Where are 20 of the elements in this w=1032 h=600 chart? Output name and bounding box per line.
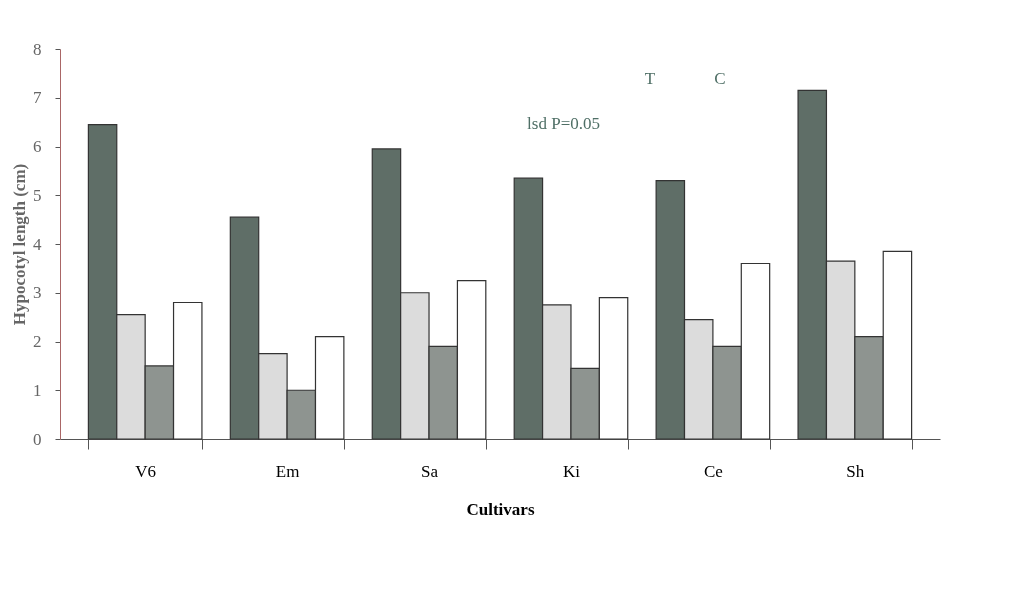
x-tick-label: Sa <box>421 461 439 481</box>
x-tick-label: Em <box>275 461 300 481</box>
y-tick-label: 7 <box>33 88 42 108</box>
y-axis-title: Hypocotyl length (cm) <box>10 163 29 326</box>
y-tick-label: 6 <box>33 137 42 156</box>
x-tick-label: V6 <box>135 461 157 481</box>
y-tick-label: 1 <box>33 380 42 400</box>
y-tick-label: 4 <box>33 234 42 254</box>
y-tick-label: 3 <box>33 283 42 303</box>
annotation: C <box>714 69 726 88</box>
y-tick-label: 8 <box>33 39 42 59</box>
x-tick-label: Sh <box>846 461 865 481</box>
y-tick-label: 2 <box>33 332 42 351</box>
x-tick-label: Ce <box>703 461 723 481</box>
annotation: T <box>644 69 656 88</box>
annotation: lsd P=0.05 <box>527 114 600 133</box>
x-tick-label: Ki <box>562 461 581 481</box>
y-tick-label: 5 <box>33 185 42 205</box>
x-axis-title: Cultivars <box>466 499 535 519</box>
y-tick-label: 0 <box>33 429 42 449</box>
